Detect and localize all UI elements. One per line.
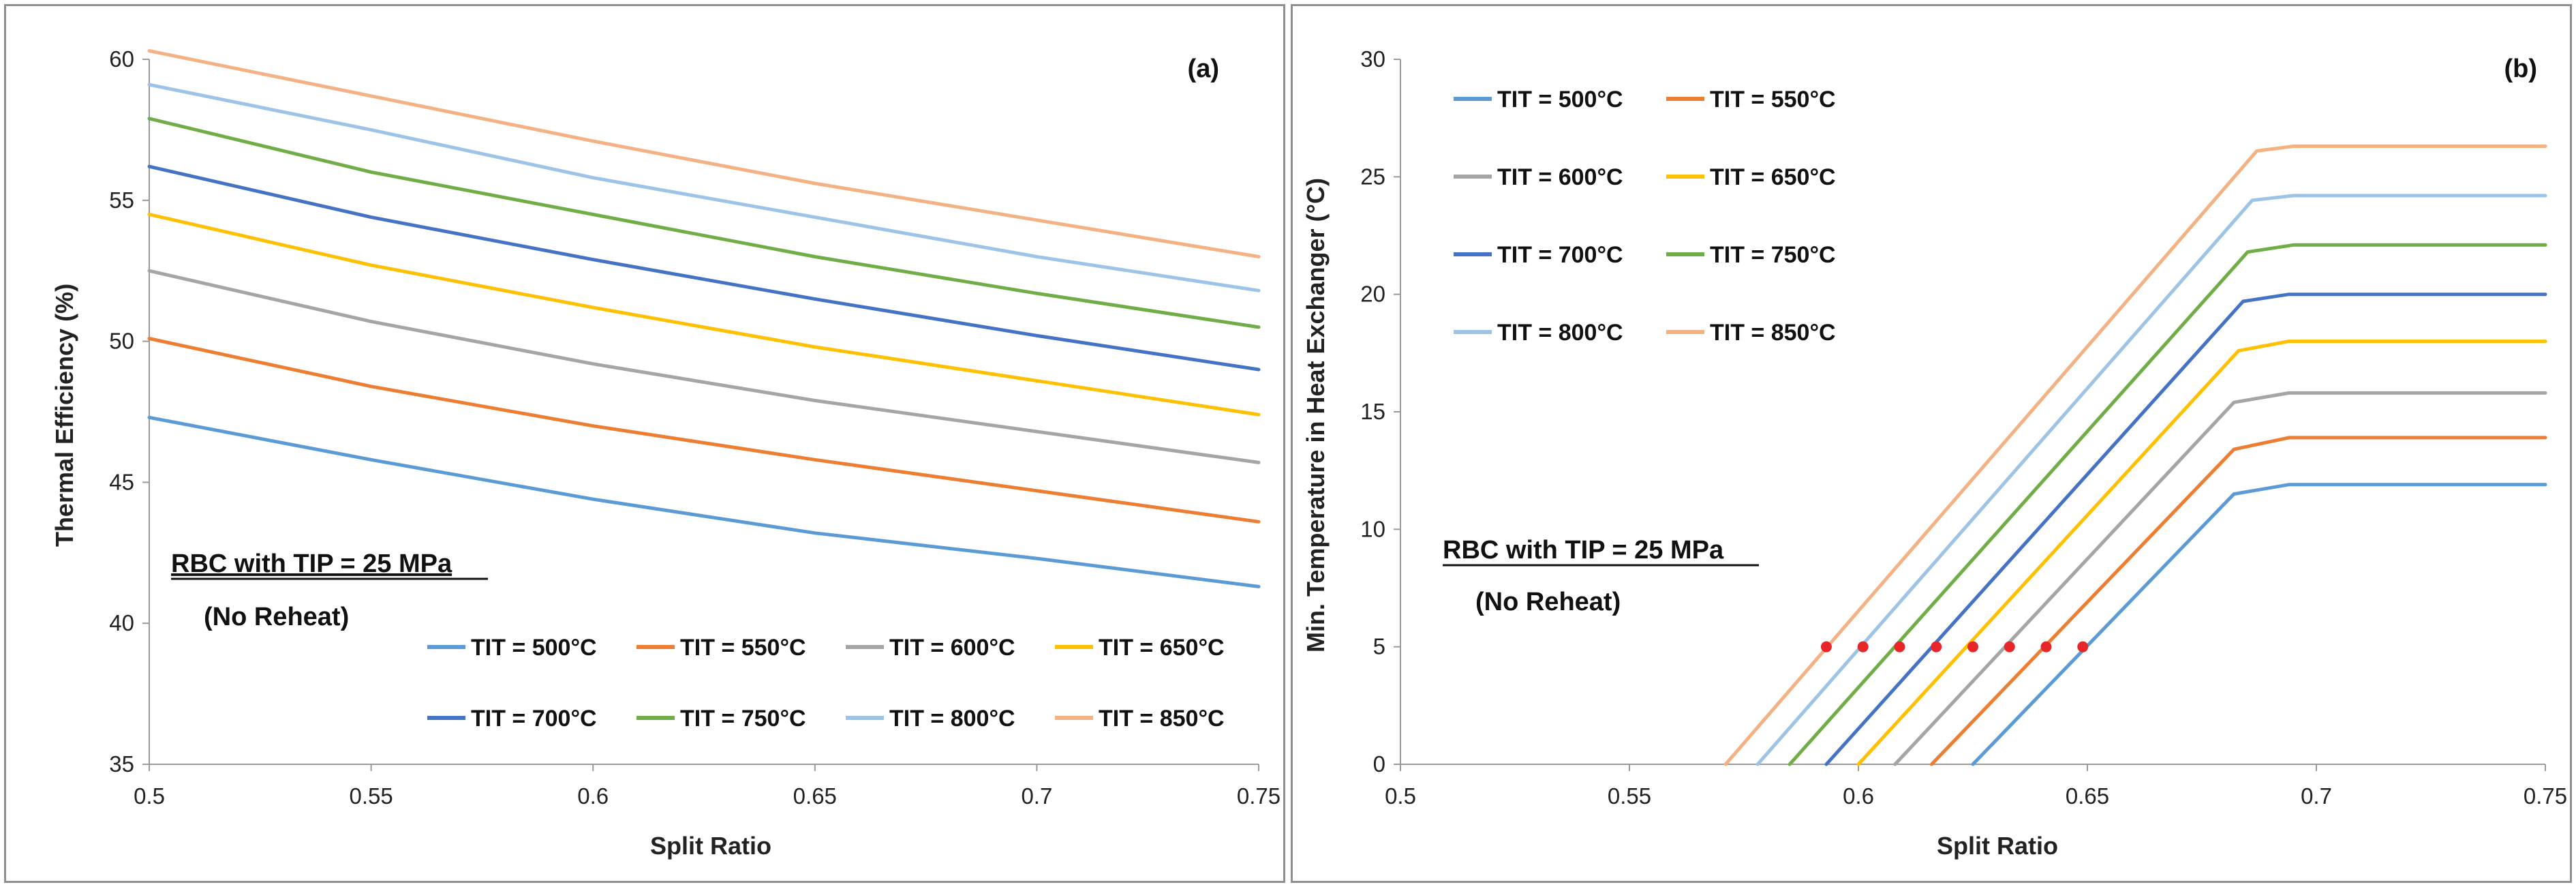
- series-line-5: [1788, 243, 2547, 766]
- series-line-4: [147, 164, 1261, 372]
- min-temp-marker-6: [1857, 641, 1869, 652]
- y-axis-label-a: Thermal Efficiency (%): [50, 284, 78, 547]
- x-tick-label: 0.55: [1608, 783, 1651, 809]
- min-temp-marker-1: [2040, 641, 2052, 652]
- series-line-7: [147, 49, 1261, 258]
- chart-b-svg: 0.5 0.55 0.6 0.65 0.7 0.75 0 5 10 15 20 25 30 (b) Sp…: [1302, 46, 2567, 860]
- y-tick-label: 5: [1373, 634, 1385, 659]
- legend-label-7: TIT = 850°C: [1710, 320, 1836, 346]
- chart-a-axes: 0.5 0.55 0.6 0.65 0.7 0.75 35 40 45 50 55 60: [109, 46, 1281, 809]
- legend-label-0: TIT = 500°C: [471, 635, 597, 661]
- legend-b: TIT = 500°C TIT = 550°C TIT = 600°C TIT = 6…: [1454, 87, 1836, 346]
- series-line-3: [147, 213, 1261, 417]
- x-tick-label: 0.65: [793, 783, 837, 809]
- panel-label-a: (a): [1188, 55, 1219, 83]
- series-line-7: [1723, 145, 2547, 766]
- chart-panel-a: 0.5 0.55 0.6 0.65 0.7 0.75 35 40 45 50 55 60 (a) Sp…: [4, 4, 1285, 883]
- y-tick-label: 55: [109, 187, 134, 213]
- series-line-1: [1930, 436, 2547, 766]
- x-tick-label: 0.7: [2301, 783, 2332, 809]
- legend-label-1: TIT = 550°C: [680, 635, 806, 661]
- legend-label-3: TIT = 650°C: [1710, 164, 1836, 190]
- min-temp-marker-3: [1967, 641, 1978, 652]
- x-tick-label: 0.65: [2066, 783, 2109, 809]
- panel-label-b: (b): [2504, 55, 2537, 83]
- x-axis-label-a: Split Ratio: [650, 832, 771, 860]
- x-tick-label: 0.5: [134, 783, 165, 809]
- min-temp-marker-2: [2004, 641, 2015, 652]
- x-tick-label: 0.5: [1385, 783, 1416, 809]
- y-tick-label: 45: [109, 469, 134, 494]
- min-temp-marker-4: [1931, 641, 1942, 652]
- y-tick-label: 30: [1360, 46, 1385, 72]
- legend-label-0: TIT = 500°C: [1497, 87, 1623, 112]
- y-tick-label: 60: [109, 46, 134, 72]
- series-line-5: [147, 117, 1261, 329]
- series-line-0: [147, 415, 1261, 588]
- chart-a-svg: 0.5 0.55 0.6 0.65 0.7 0.75 35 40 45 50 55 60 (a) Sp…: [50, 46, 1281, 860]
- series-line-2: [147, 269, 1261, 464]
- chart-panel-b: 0.5 0.55 0.6 0.65 0.7 0.75 0 5 10 15 20 25 30 (b) Sp…: [1291, 4, 2572, 883]
- legend-label-4: TIT = 700°C: [1497, 242, 1623, 268]
- series-line-2: [1893, 391, 2547, 766]
- y-tick-label: 35: [109, 751, 134, 777]
- min-temp-marker-0: [2077, 641, 2089, 652]
- series-line-3: [1856, 340, 2547, 766]
- x-tick-label: 0.7: [1021, 783, 1052, 809]
- series-line-6: [1755, 194, 2547, 766]
- x-tick-label: 0.75: [2524, 783, 2567, 809]
- legend-label-4: TIT = 700°C: [471, 706, 597, 732]
- legend-label-6: TIT = 800°C: [1497, 320, 1623, 346]
- series-line-1: [147, 337, 1261, 524]
- y-tick-label: 15: [1360, 399, 1385, 424]
- chart-a-lines: [147, 49, 1261, 588]
- legend-label-7: TIT = 850°C: [1099, 706, 1225, 732]
- annotation-b-line1: RBC with TIP = 25 MPa: [1443, 536, 1724, 565]
- series-line-4: [1824, 292, 2547, 766]
- y-tick-label: 40: [109, 610, 134, 635]
- legend-label-1: TIT = 550°C: [1710, 87, 1836, 112]
- y-tick-label: 20: [1360, 282, 1385, 307]
- y-axis-label-b: Min. Temperature in Heat Exchanger (°C): [1302, 178, 1330, 652]
- legend-label-5: TIT = 750°C: [1710, 242, 1836, 268]
- x-tick-label: 0.75: [1237, 783, 1281, 809]
- min-temp-marker-5: [1894, 641, 1905, 652]
- annotation-b-line2: (No Reheat): [1475, 588, 1621, 616]
- series-line-0: [1971, 483, 2547, 766]
- legend-label-2: TIT = 600°C: [1497, 164, 1623, 190]
- y-tick-label: 25: [1360, 164, 1385, 189]
- x-tick-label: 0.6: [1843, 783, 1874, 809]
- y-tick-label: 50: [109, 329, 134, 354]
- chart-b-lines: [1723, 145, 2547, 766]
- annotation-a-line1: RBC with TIP = 25 MPa: [171, 550, 453, 578]
- x-axis-label-b: Split Ratio: [1937, 832, 2058, 860]
- y-tick-label: 0: [1373, 751, 1385, 777]
- legend-label-6: TIT = 800°C: [889, 706, 1015, 732]
- chart-b-axes: 0.5 0.55 0.6 0.65 0.7 0.75 0 5 10 15 20 25 30: [1360, 46, 2567, 809]
- chart-b-markers: [1820, 641, 2089, 652]
- annotation-a-line2: (No Reheat): [204, 603, 349, 631]
- x-tick-label: 0.6: [577, 783, 609, 809]
- legend-label-2: TIT = 600°C: [889, 635, 1015, 661]
- legend-label-3: TIT = 650°C: [1099, 635, 1225, 661]
- min-temp-marker-7: [1820, 641, 1832, 652]
- x-tick-label: 0.55: [349, 783, 393, 809]
- legend-label-5: TIT = 750°C: [680, 706, 806, 732]
- legend-a: TIT = 500°C TIT = 550°C TIT = 600°C TIT = 6…: [427, 635, 1225, 732]
- y-tick-label: 10: [1360, 516, 1385, 541]
- series-line-6: [147, 82, 1261, 292]
